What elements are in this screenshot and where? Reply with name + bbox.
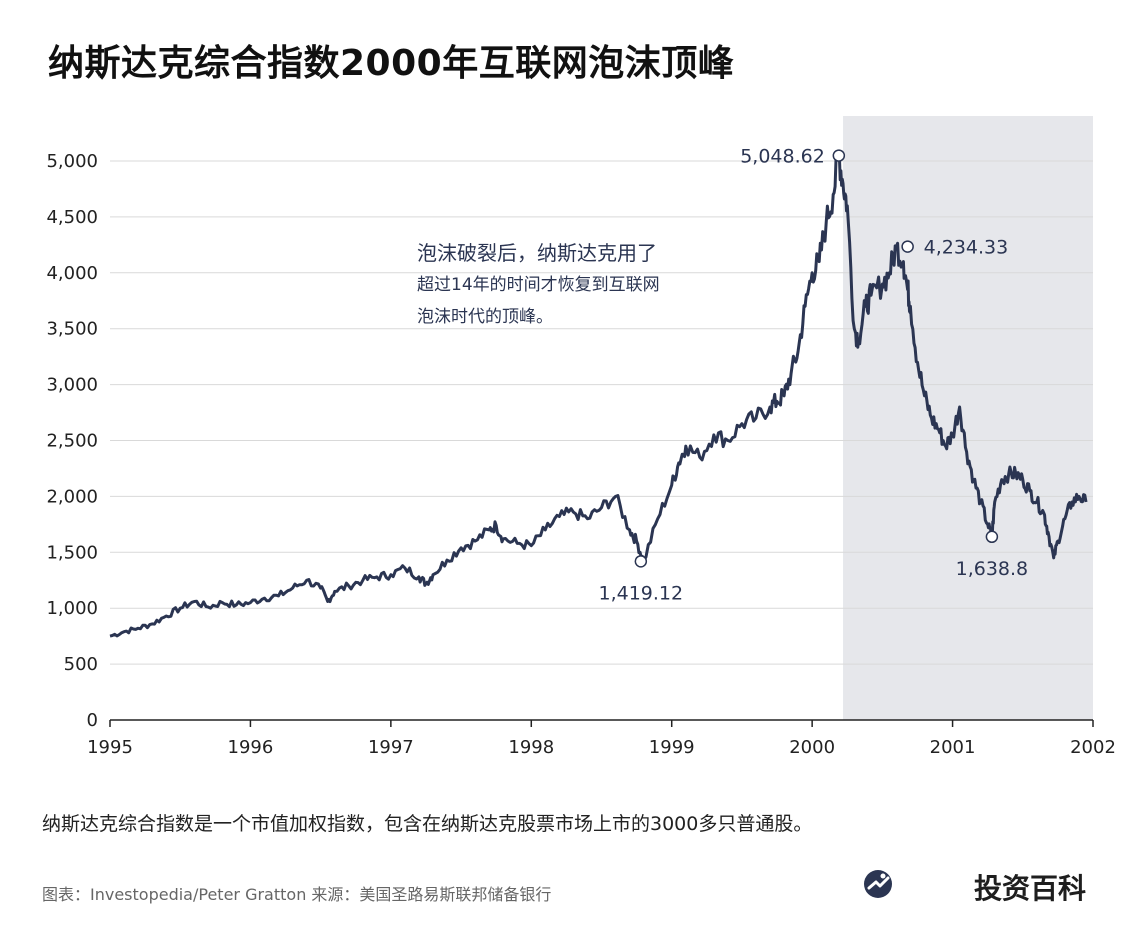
nasdaq-series-line: [109, 154, 1088, 638]
x-axis-ticks: 1995 1996 1997 1998 1999 2000 2001 2002: [87, 720, 1116, 758]
annotation-point: [634, 555, 648, 568]
x-tick-label: 2000: [789, 737, 835, 758]
chart-title: 纳斯达克综合指数2000年互联网泡沫顶峰: [48, 43, 735, 84]
source-credit: 图表：Investopedia/Peter Gratton 来源：美国圣路易斯联…: [42, 885, 552, 904]
annotation-label: 1,419.12: [599, 582, 684, 604]
annotation-line-2: 超过14年的时间才恢复到互联网: [417, 275, 660, 295]
annotation-point: [901, 240, 914, 253]
annotation-markers: 1,419.12 5,048.62 4,234.33 1,638.8: [599, 146, 1029, 605]
y-tick-label: 5,000: [46, 151, 98, 172]
y-tick-label: 1,500: [46, 542, 98, 563]
annotation-line-1: 泡沫破裂后，纳斯达克用了: [417, 241, 657, 265]
gridlines: [110, 160, 1093, 665]
annotation-point: [985, 530, 999, 544]
y-tick-label: 3,000: [46, 375, 98, 396]
x-tick-label: 2002: [1070, 737, 1116, 758]
x-tick-label: 1998: [508, 737, 554, 758]
y-tick-label: 4,500: [46, 207, 98, 228]
annotation-label: 5,048.62: [740, 146, 825, 168]
y-axis-ticks: 0 500 1,000 1,500 2,000 2,500 3,000 3,500 4,000 4…: [46, 151, 98, 731]
annotation-line-3: 泡沫时代的顶峰。: [417, 307, 553, 327]
shaded-region: [843, 116, 1093, 720]
x-tick-label: 1996: [228, 737, 274, 758]
brand-name[interactable]: 投资百科: [974, 872, 1087, 905]
annotation-label: 1,638.8: [956, 558, 1029, 580]
x-tick-label: 1997: [368, 737, 414, 758]
y-tick-label: 1,000: [46, 598, 98, 619]
y-tick-label: 500: [64, 654, 98, 675]
x-tick-label: 1999: [649, 737, 695, 758]
x-tick-label: 1995: [87, 737, 133, 758]
y-tick-label: 2,500: [46, 431, 98, 452]
description-text: 纳斯达克综合指数是一个市值加权指数，包含在纳斯达克股票市场上市的3000多只普通…: [42, 813, 813, 835]
annotation-point: [832, 149, 846, 162]
investopedia-logo-icon: [864, 870, 892, 898]
y-tick-label: 3,500: [46, 319, 98, 340]
x-tick-label: 2001: [930, 737, 976, 758]
y-tick-label: 4,000: [46, 263, 98, 284]
y-tick-label: 0: [87, 710, 98, 731]
annotation-label: 4,234.33: [924, 237, 1009, 259]
brand-logo[interactable]: [862, 864, 894, 904]
y-tick-label: 2,000: [46, 486, 98, 507]
